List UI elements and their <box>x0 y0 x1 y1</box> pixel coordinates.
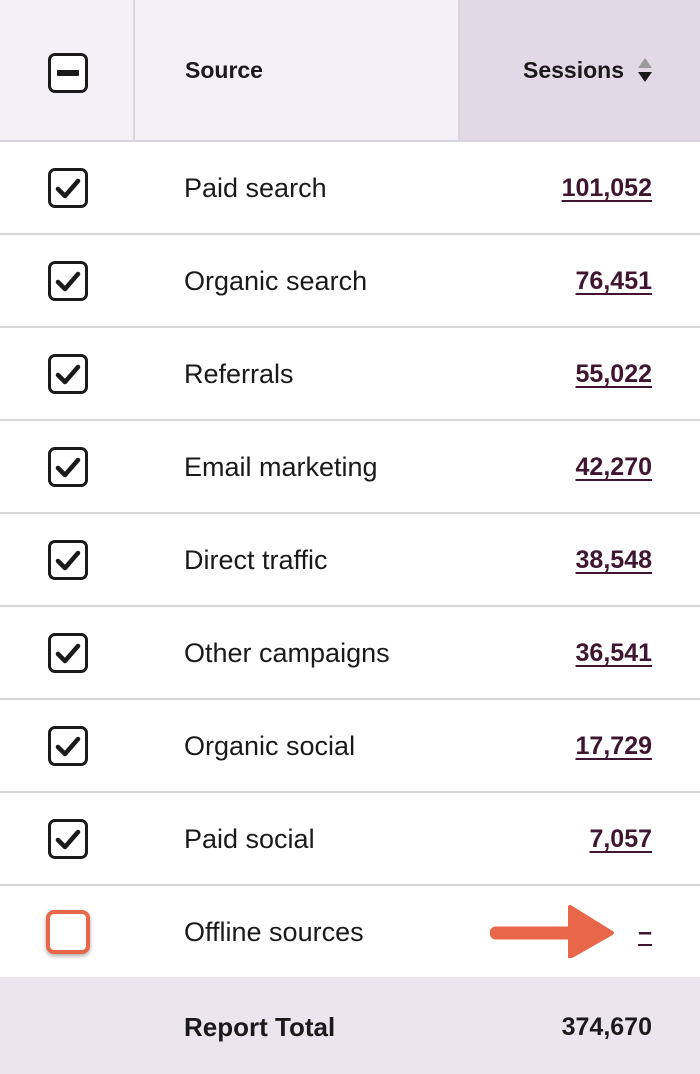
sessions-value-link[interactable]: 36,541 <box>575 638 652 667</box>
table-row: Direct traffic 38,548 <box>0 514 700 607</box>
column-header-source-label: Source <box>185 56 263 83</box>
sessions-value-link[interactable]: 76,451 <box>575 266 652 295</box>
table-row: Email marketing 42,270 <box>0 421 700 514</box>
row-checkbox[interactable] <box>48 447 88 487</box>
source-name: Direct traffic <box>184 544 328 575</box>
checkmark-icon <box>55 271 81 292</box>
row-checkbox[interactable] <box>48 354 88 394</box>
sessions-value-link[interactable]: 38,548 <box>575 545 652 574</box>
source-name: Referrals <box>184 358 294 389</box>
checkmark-icon <box>55 829 81 850</box>
row-checkbox[interactable] <box>46 910 90 954</box>
source-name: Organic search <box>184 265 368 296</box>
table-row: Paid search 101,052 <box>0 142 700 235</box>
row-checkbox[interactable] <box>48 168 88 208</box>
minus-icon <box>57 70 79 76</box>
column-header-sessions[interactable]: Sessions <box>460 0 700 140</box>
table-row: Organic social 17,729 <box>0 700 700 793</box>
sort-descending-icon[interactable] <box>638 56 652 84</box>
sessions-value-link[interactable]: 101,052 <box>561 173 652 202</box>
select-all-checkbox[interactable] <box>48 53 88 93</box>
table-row: Organic search 76,451 <box>0 235 700 328</box>
source-name: Organic social <box>184 730 356 761</box>
checkmark-icon <box>55 643 81 664</box>
report-total-label: Report Total <box>184 1011 336 1042</box>
column-header-sessions-label: Sessions <box>523 56 624 83</box>
table-footer-total: Report Total 374,670 <box>0 977 700 1074</box>
column-header-source[interactable]: Source <box>135 0 460 140</box>
table-row: Other campaigns 36,541 <box>0 607 700 700</box>
sessions-value-link[interactable]: 7,057 <box>589 824 652 853</box>
checkmark-icon <box>55 550 81 571</box>
source-name: Other campaigns <box>184 637 390 668</box>
row-checkbox[interactable] <box>48 819 88 859</box>
sessions-value-link[interactable]: – <box>638 917 652 946</box>
checkmark-icon <box>55 178 81 199</box>
table-header: Source Sessions <box>0 0 700 142</box>
checkmark-icon <box>55 736 81 757</box>
table-row: Referrals 55,022 <box>0 328 700 421</box>
row-checkbox[interactable] <box>48 726 88 766</box>
checkmark-icon <box>55 364 81 385</box>
source-name: Paid social <box>184 823 315 854</box>
header-select-cell <box>0 0 135 140</box>
row-checkbox[interactable] <box>48 540 88 580</box>
sessions-value-link[interactable]: 42,270 <box>575 452 652 481</box>
row-checkbox[interactable] <box>48 633 88 673</box>
source-name: Paid search <box>184 172 327 203</box>
sessions-value-link[interactable]: 17,729 <box>575 731 652 760</box>
sessions-value-link[interactable]: 55,022 <box>575 359 652 388</box>
report-total-value: 374,670 <box>561 1012 652 1041</box>
callout-arrow-icon <box>490 905 614 958</box>
source-name: Offline sources <box>184 916 364 947</box>
row-checkbox[interactable] <box>48 261 88 301</box>
source-name: Email marketing <box>184 451 378 482</box>
checkmark-icon <box>55 457 81 478</box>
table-row: Paid social 7,057 <box>0 793 700 886</box>
